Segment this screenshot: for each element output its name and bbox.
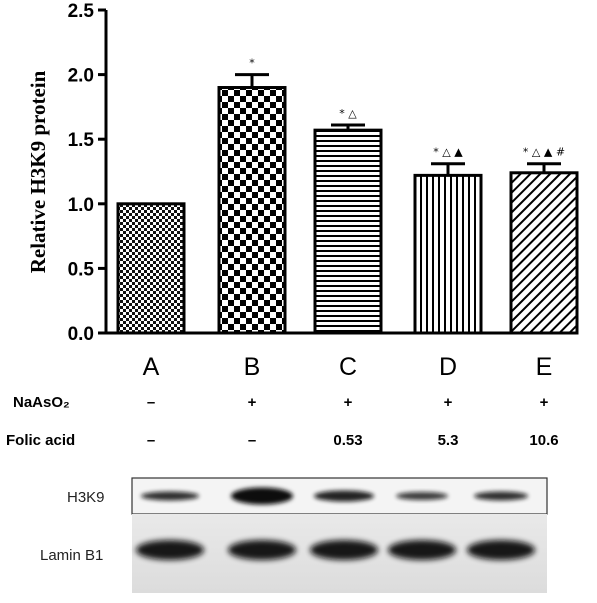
- y-axis-ticks: 0.0 0.5 1.0 1.5 2.0 2.5: [68, 1, 106, 345]
- category-label: E: [536, 353, 553, 381]
- treatment-value: +: [344, 394, 353, 411]
- treatment-row-label: Folic acid: [6, 432, 75, 449]
- bar-d: [413, 173, 483, 335]
- treatment-value: –: [147, 432, 155, 449]
- significance-marker: * △ ▲: [433, 146, 463, 159]
- bar-a: [116, 202, 186, 335]
- y-tick-label: 2.5: [68, 1, 95, 22]
- blot-row-label: Lamin B1: [40, 547, 103, 564]
- blot-band-h3k9: [231, 487, 293, 505]
- blot-band-lamin-b1: [388, 540, 456, 560]
- treatment-value: 10.6: [529, 432, 558, 449]
- blot-band-h3k9: [314, 490, 374, 502]
- category-label: B: [244, 353, 261, 381]
- y-axis-label: Relative H3K9 protein: [26, 70, 50, 273]
- blot-band-lamin-b1: [467, 540, 535, 560]
- blot-band-h3k9: [141, 491, 199, 501]
- y-tick-label: 1.0: [68, 195, 94, 216]
- treatment-value: –: [248, 432, 256, 449]
- bars: * * △ * △ ▲ * △ ▲ #: [116, 57, 579, 335]
- treatment-row-label: NaAsO₂: [13, 394, 70, 411]
- treatment-value: +: [248, 394, 257, 411]
- blot-band-lamin-b1: [136, 540, 204, 560]
- treatment-value: 0.53: [333, 432, 362, 449]
- significance-marker: * △ ▲ #: [523, 146, 565, 159]
- western-blot-panel: H3K9 Lamin B1: [40, 477, 548, 593]
- blot-band-lamin-b1: [228, 540, 296, 560]
- category-label: A: [143, 353, 160, 381]
- y-tick-label: 1.5: [68, 130, 95, 151]
- bar-c: [313, 128, 383, 335]
- y-tick-label: 2.0: [68, 66, 94, 87]
- bar-e: [509, 171, 579, 335]
- treatment-value: –: [147, 394, 155, 411]
- blot-band-h3k9: [474, 491, 528, 501]
- category-label: D: [439, 353, 457, 381]
- treatment-value: +: [444, 394, 453, 411]
- treatment-value: 5.3: [438, 432, 459, 449]
- bar-b: [217, 86, 287, 335]
- significance-marker: * △: [339, 107, 357, 120]
- blot-band-lamin-b1: [310, 540, 378, 560]
- y-tick-label: 0.5: [68, 259, 95, 280]
- significance-marker: *: [249, 57, 255, 70]
- x-axis-categories: A B C D E: [143, 353, 553, 381]
- treatment-value: +: [540, 394, 549, 411]
- y-tick-label: 0.0: [68, 324, 94, 345]
- treatment-table: NaAsO₂ – + + + + Folic acid – – 0.53 5.3 10.6: [6, 394, 559, 449]
- category-label: C: [339, 353, 357, 381]
- blot-band-h3k9: [396, 492, 448, 500]
- blot-row-label: H3K9: [67, 489, 105, 506]
